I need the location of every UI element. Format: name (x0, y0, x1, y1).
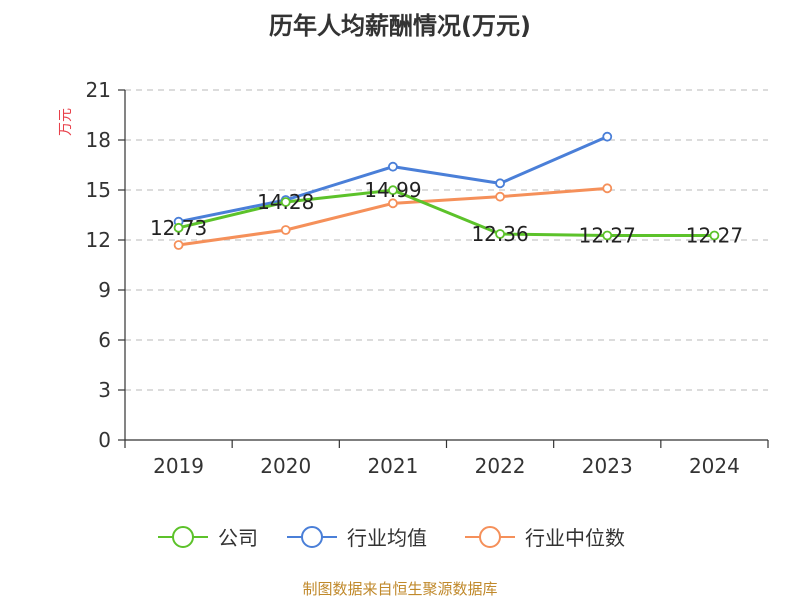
data-label-2023: 12.27 (579, 224, 636, 248)
y-tick-label-12: 12 (86, 228, 111, 252)
data-label-2020: 14.28 (257, 190, 314, 214)
series (173, 131, 720, 250)
legend-marker-行业均值 (301, 526, 323, 548)
x-tick-label-2022: 2022 (475, 454, 526, 478)
x-tick-label-2019: 2019 (153, 454, 204, 478)
y-tick-label-9: 9 (98, 278, 111, 302)
y-tick-label-0: 0 (98, 428, 111, 452)
data-point-公司-2021 (388, 185, 398, 196)
data-label-2024: 12.27 (686, 224, 743, 248)
data-point-行业中位数-2023 (602, 183, 613, 194)
data-point-公司-2024 (709, 230, 720, 241)
legend-marker-公司 (172, 526, 194, 548)
y-axis-label: 万元 (58, 108, 74, 136)
x-tick-label-2020: 2020 (260, 454, 311, 478)
data-point-行业均值-2022 (495, 178, 505, 189)
data-point-行业均值-2021 (388, 161, 398, 172)
legend-label-行业均值: 行业均值 (347, 526, 427, 550)
legend-item-公司[interactable]: 公司 (158, 526, 258, 550)
legend[interactable]: 公司 行业均值 行业中位数 (158, 526, 625, 550)
data-label-2019: 12.73 (150, 216, 207, 240)
x-tick-label-2023: 2023 (582, 454, 633, 478)
legend-item-行业均值[interactable]: 行业均值 (287, 526, 427, 550)
legend-marker-行业中位数 (479, 526, 501, 548)
y-tick-label-15: 15 (86, 178, 111, 202)
gridlines (125, 89, 768, 391)
legend-label-公司: 公司 (218, 526, 258, 550)
y-tick-label-6: 6 (98, 328, 111, 352)
x-tick-label-2021: 2021 (367, 454, 418, 478)
data-point-公司-2019 (173, 222, 184, 233)
data-label-2022: 12.36 (471, 222, 528, 246)
source-note: 制图数据来自恒生聚源数据库 (302, 580, 497, 598)
y-tick-label-18: 18 (86, 128, 111, 152)
y-tick-label-21: 21 (86, 78, 111, 102)
data-label-2021: 14.99 (364, 178, 421, 202)
chart-title: 历年人均薪酬情况(万元) (269, 12, 531, 40)
data-point-行业中位数-2020 (280, 225, 291, 235)
data-point-行业中位数-2022 (495, 191, 505, 202)
data-point-公司-2023 (602, 230, 613, 241)
data-point-行业中位数-2021 (388, 198, 398, 209)
axes: 0 3 6 9 12 15 18 21 2019 2020 2021 2022 2023 2024 (86, 78, 769, 478)
x-tick-label-2024: 2024 (689, 454, 740, 478)
legend-item-行业中位数[interactable]: 行业中位数 (465, 526, 625, 550)
data-point-公司-2022 (495, 229, 505, 239)
data-point-公司-2020 (280, 197, 291, 207)
y-tick-label-3: 3 (98, 378, 111, 402)
data-point-行业中位数-2019 (173, 240, 184, 250)
data-labels: 12.73 14.28 14.99 12.36 12.27 12.27 (150, 178, 743, 247)
series-line-公司 (178, 188, 715, 237)
legend-label-行业中位数: 行业中位数 (525, 526, 625, 550)
data-point-行业均值-2023 (602, 131, 613, 142)
